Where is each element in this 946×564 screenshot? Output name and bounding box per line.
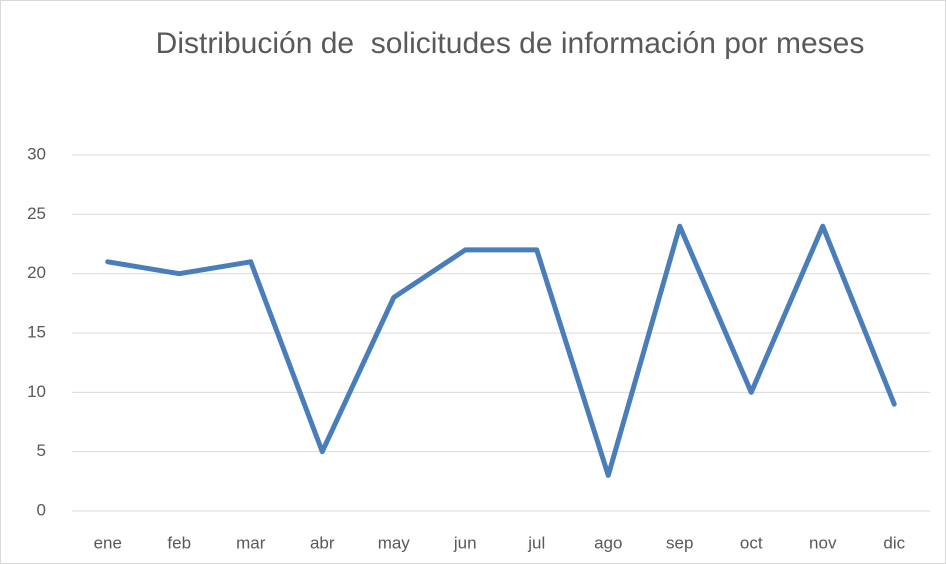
x-tick-label: feb	[167, 533, 191, 552]
chart-title: Distribución de solicitudes de informaci…	[155, 27, 865, 60]
x-tick-label: may	[378, 533, 411, 552]
y-tick-label: 10	[27, 382, 46, 401]
x-tick-label: mar	[236, 533, 266, 552]
y-tick-label: 0	[37, 500, 46, 519]
x-tick-label: ene	[94, 533, 122, 552]
x-tick-label: jun	[453, 533, 477, 552]
x-tick-label: abr	[310, 533, 335, 552]
data-line	[105, 223, 897, 478]
y-tick-label: 15	[27, 322, 46, 341]
x-tick-label: jul	[527, 533, 545, 552]
x-tick-label: ago	[594, 533, 622, 552]
y-tick-label: 25	[27, 204, 46, 223]
y-tick-label: 20	[27, 263, 46, 282]
x-tick-label: dic	[883, 533, 905, 552]
x-tick-label: nov	[809, 533, 837, 552]
x-tick-label: oct	[740, 533, 763, 552]
x-tick-label: sep	[666, 533, 693, 552]
y-tick-label: 30	[27, 144, 46, 163]
y-tick-label: 5	[37, 441, 46, 460]
